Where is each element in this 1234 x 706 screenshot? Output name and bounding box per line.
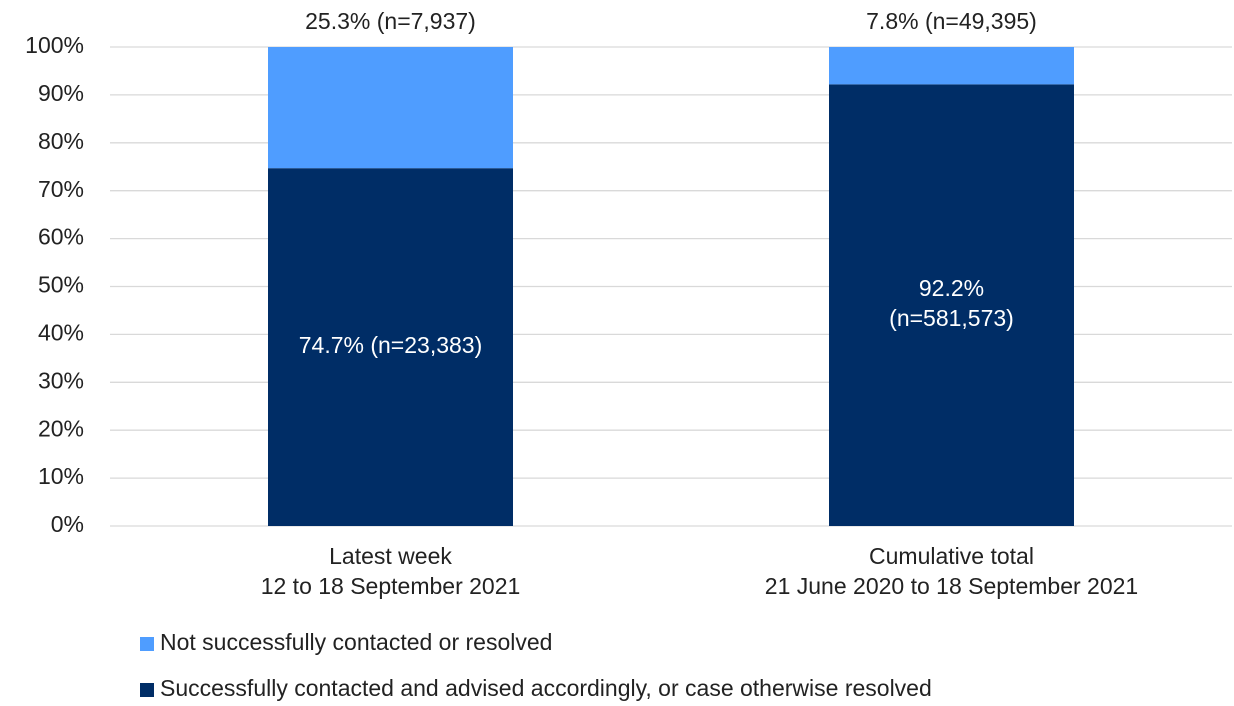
y-tick-label: 100% — [25, 32, 84, 58]
legend-swatch — [140, 683, 154, 697]
value-label: 7.8% (n=49,395) — [866, 8, 1037, 34]
value-label: 74.7% (n=23,383) — [299, 332, 483, 358]
bar-segment — [268, 47, 513, 169]
x-tick-label: Cumulative total 21 June 2020 to 18 Septe… — [765, 543, 1138, 599]
y-tick-label: 40% — [38, 319, 84, 345]
y-tick-label: 70% — [38, 176, 84, 202]
legend-swatch — [140, 637, 154, 651]
y-tick-label: 0% — [51, 511, 84, 537]
y-tick-label: 90% — [38, 80, 84, 106]
y-tick-label: 80% — [38, 128, 84, 154]
y-tick-label: 30% — [38, 367, 84, 393]
y-tick-label: 20% — [38, 415, 84, 441]
legend-label: Not successfully contacted or resolved — [160, 629, 552, 655]
x-tick-label: Latest week 12 to 18 September 2021 — [261, 543, 521, 599]
value-label: 25.3% (n=7,937) — [305, 8, 476, 34]
y-tick-label: 60% — [38, 224, 84, 250]
value-label: 92.2% (n=581,573) — [889, 275, 1014, 331]
y-tick-label: 50% — [38, 272, 84, 298]
y-tick-label: 10% — [38, 463, 84, 489]
bar-segment — [268, 168, 513, 526]
bar-segment — [829, 84, 1074, 526]
bar-segment — [829, 47, 1074, 85]
legend-label: Successfully contacted and advised accor… — [160, 675, 932, 701]
